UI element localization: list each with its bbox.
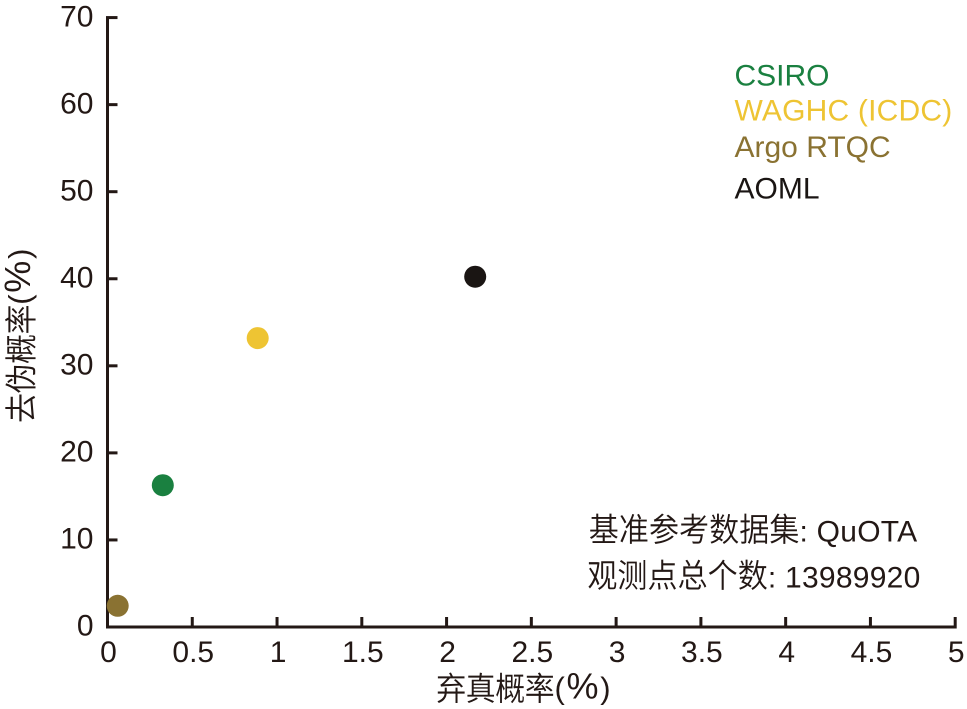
- svg-text:4: 4: [778, 636, 795, 669]
- svg-text:1.5: 1.5: [342, 636, 384, 669]
- svg-text:70: 70: [60, 0, 93, 33]
- svg-text:: QuOTA: : QuOTA: [800, 515, 918, 548]
- svg-text:CSIRO: CSIRO: [735, 60, 830, 93]
- svg-text:2: 2: [439, 636, 456, 669]
- svg-text:WAGHC (ICDC): WAGHC (ICDC): [735, 94, 953, 127]
- svg-text:2.5: 2.5: [511, 636, 553, 669]
- svg-text:20: 20: [60, 436, 93, 469]
- svg-text:Argo RTQC: Argo RTQC: [735, 131, 891, 164]
- svg-text:): ): [2, 249, 37, 259]
- svg-text:40: 40: [60, 261, 93, 294]
- svg-text:AOML: AOML: [735, 172, 820, 205]
- svg-text:3.5: 3.5: [681, 636, 723, 669]
- svg-text:0.5: 0.5: [172, 636, 214, 669]
- svg-text:0: 0: [77, 610, 94, 643]
- svg-text:%: %: [0, 261, 38, 293]
- svg-text:1: 1: [270, 636, 287, 669]
- svg-text:: 13989920: : 13989920: [768, 561, 921, 594]
- svg-text:%: %: [567, 666, 599, 707]
- svg-text:50: 50: [60, 174, 93, 207]
- svg-text:5: 5: [948, 636, 965, 669]
- svg-text:(: (: [555, 671, 566, 706]
- svg-text:30: 30: [60, 349, 93, 382]
- svg-text:10: 10: [60, 523, 93, 556]
- svg-text:): ): [600, 671, 610, 706]
- svg-text:4.5: 4.5: [851, 636, 893, 669]
- svg-text:3: 3: [609, 636, 626, 669]
- svg-text:0: 0: [100, 636, 117, 669]
- svg-text:(: (: [2, 294, 37, 305]
- svg-text:60: 60: [60, 87, 93, 120]
